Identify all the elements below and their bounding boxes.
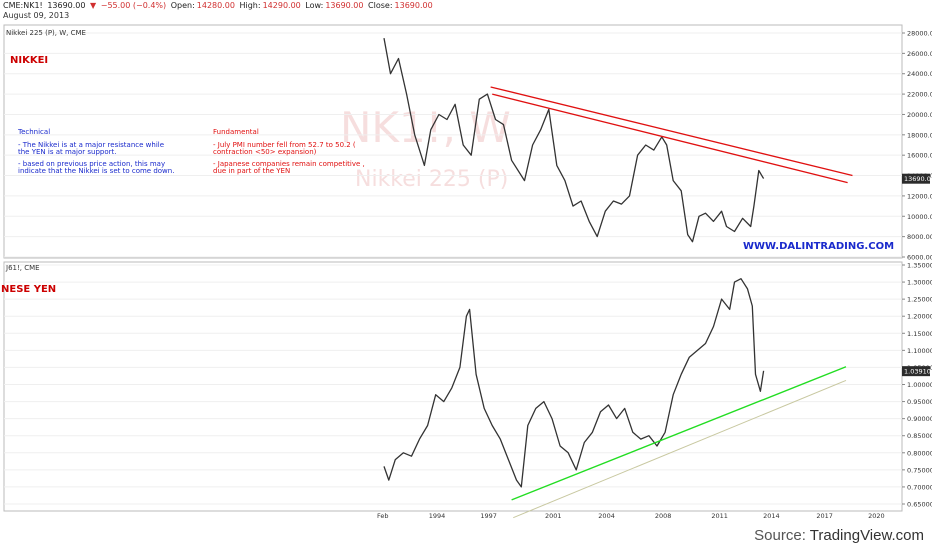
yen-price-tag-label: 1.03910 — [904, 368, 931, 376]
yen-tick-label: 1.20000 — [907, 313, 932, 321]
bottom-pane-title: NESE YEN — [1, 284, 57, 295]
top-pane-symbol: Nikkei 225 (P), W, CME — [6, 29, 86, 37]
technical-line-3: - based on previous price action, this m… — [18, 160, 166, 168]
last-price: 13690.00 — [47, 1, 86, 10]
watermark-symbol: NK1!, W — [340, 103, 511, 152]
low-value: 13690.00 — [325, 1, 364, 10]
yen-tick-label: 1.10000 — [907, 347, 932, 355]
yen-tick-label: 0.90000 — [907, 415, 932, 423]
nikkei-tick-label: 6000.00 — [907, 254, 932, 262]
nikkei-tick-label: 22000.00 — [907, 91, 932, 99]
technical-heading: Technical — [18, 128, 51, 136]
chart-header: CME:NK1! 13690.00 ▼ −55.00 (−0.4%) Open:… — [3, 1, 435, 11]
nikkei-tick-label: 20000.00 — [907, 111, 932, 119]
fundamental-line-3: - Japanese companies remain competitive … — [213, 160, 365, 168]
support-line-secondary — [513, 379, 847, 519]
yen-tick-label: 0.80000 — [907, 449, 932, 457]
low-label: Low: — [305, 1, 324, 10]
nikkei-tick-label: 10000.00 — [907, 213, 932, 221]
nikkei-tick-label: 24000.00 — [907, 70, 932, 78]
fundamental-heading: Fundamental — [213, 128, 259, 136]
x-axis-label: 2001 — [545, 512, 562, 520]
yen-tick-label: 1.25000 — [907, 296, 932, 304]
close-label: Close: — [368, 1, 393, 10]
chart-canvas[interactable]: NK1!, W Nikkei 225 (P) 28000.00 26000.00 240… — [0, 22, 932, 522]
source-prefix: Source: — [754, 527, 810, 544]
x-axis-label: 2008 — [655, 512, 672, 520]
fundamental-line-2: contraction <50> expansion) — [213, 148, 317, 156]
watermark-name: Nikkei 225 (P) — [355, 167, 508, 192]
website-label: WWW.DALINTRADING.COM — [743, 241, 895, 252]
source-credit: Source: TradingView.com — [754, 527, 924, 544]
symbol-label: CME:NK1! — [3, 1, 43, 10]
resistance-line-upper — [490, 86, 853, 177]
top-pane-title: NIKKEI — [10, 55, 49, 66]
nikkei-tick-label: 12000.00 — [907, 192, 932, 200]
yen-tick-label: 0.70000 — [907, 483, 932, 491]
technical-line-1: - The Nikkei is at a major resistance wh… — [18, 141, 165, 149]
resistance-line-lower — [492, 93, 848, 184]
high-value: 14290.00 — [262, 1, 301, 10]
x-axis-label: 1994 — [429, 512, 446, 520]
yen-tick-label: 0.75000 — [907, 466, 932, 474]
x-axis-label: 2020 — [868, 512, 885, 520]
tradingview-brand: TradingView.com — [809, 527, 924, 544]
top-pane-frame — [3, 24, 903, 259]
chart-date: August 09, 2013 — [3, 11, 70, 20]
high-label: High: — [239, 1, 261, 10]
bottom-pane-symbol: J61!, CME — [6, 264, 40, 272]
yen-price-tag — [902, 366, 930, 377]
technical-line-4: indicate that the Nikkei is set to come … — [18, 167, 175, 175]
change-value: −55.00 (−0.4%) — [100, 1, 167, 10]
yen-tick-label: 0.65000 — [907, 501, 932, 509]
yen-tick-label: 1.15000 — [907, 330, 932, 338]
nikkei-tick-label: 8000.00 — [907, 233, 932, 241]
yen-tick-label: 1.00000 — [907, 381, 932, 389]
technical-line-2: the YEN is at major support. — [18, 148, 117, 156]
close-value: 13690.00 — [394, 1, 433, 10]
nikkei-series-line — [383, 37, 765, 243]
x-axis-label: 2011 — [711, 512, 728, 520]
yen-tick-label: 0.85000 — [907, 432, 932, 440]
down-arrow-icon: ▼ — [90, 1, 97, 10]
x-axis-label: Feb — [377, 512, 389, 520]
nikkei-tick-label: 28000.00 — [907, 30, 932, 38]
fundamental-line-1: - July PMI number fell from 52.7 to 50.2… — [213, 141, 356, 149]
x-axis-label: 2017 — [816, 512, 833, 520]
open-label: Open: — [170, 1, 195, 10]
x-axis-label: 1997 — [480, 512, 497, 520]
yen-tick-label: 1.30000 — [907, 279, 932, 287]
nikkei-price-tag — [902, 173, 930, 184]
yen-tick-label: 0.95000 — [907, 398, 932, 406]
nikkei-tick-label: 16000.00 — [907, 152, 932, 160]
yen-tick-label: 1.35000 — [907, 262, 932, 270]
fundamental-line-4: due in part of the YEN — [213, 167, 291, 175]
open-value: 14280.00 — [196, 1, 235, 10]
bottom-pane-frame — [3, 261, 903, 512]
nikkei-tick-label: 18000.00 — [907, 131, 932, 139]
support-line — [511, 366, 847, 501]
yen-series-line — [383, 278, 765, 488]
x-axis-label: 2014 — [763, 512, 780, 520]
nikkei-price-tag-label: 13690.00 — [904, 175, 932, 183]
nikkei-tick-label: 26000.00 — [907, 50, 932, 58]
x-axis-label: 2004 — [598, 512, 615, 520]
